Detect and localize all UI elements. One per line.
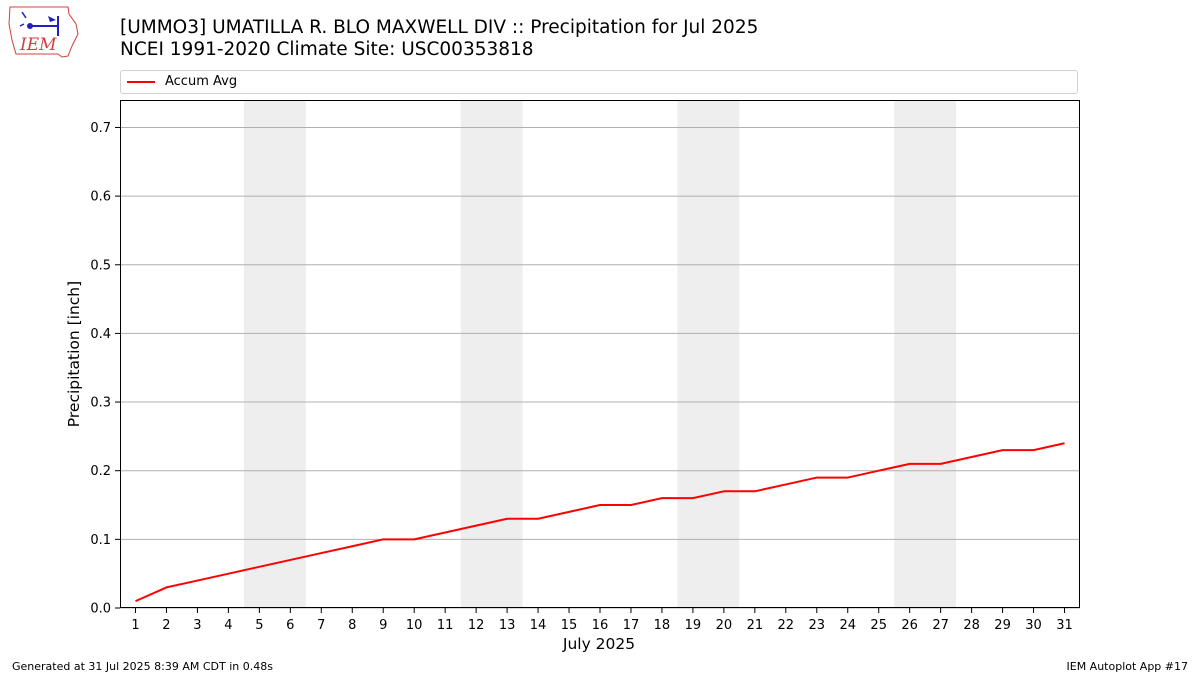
weekend-band-2 — [460, 100, 523, 608]
y-tick-label: 0.5 — [90, 258, 111, 273]
weekend-band-3 — [677, 100, 740, 608]
plot-frame — [120, 100, 1080, 608]
x-tick-label: 25 — [870, 618, 887, 633]
x-tick-label: 5 — [255, 618, 263, 633]
x-tick-label: 10 — [406, 618, 423, 633]
x-tick-label: 11 — [437, 618, 454, 633]
x-tick-label: 6 — [286, 618, 294, 633]
x-tick-label: 7 — [317, 618, 325, 633]
y-tick-label: 0.4 — [90, 327, 111, 342]
x-tick-label: 28 — [963, 618, 980, 633]
x-tick-label: 30 — [1025, 618, 1042, 633]
footer-generated: Generated at 31 Jul 2025 8:39 AM CDT in … — [12, 660, 273, 673]
x-tick-label: 22 — [778, 618, 795, 633]
x-tick-label: 8 — [348, 618, 356, 633]
iem-logo: IEM — [8, 6, 79, 58]
chart-title: [UMMO3] UMATILLA R. BLO MAXWELL DIV :: P… — [120, 17, 759, 38]
x-tick-label: 13 — [499, 618, 516, 633]
x-tick-label: 26 — [901, 618, 918, 633]
y-tick-label: 0.7 — [90, 121, 111, 136]
x-tick-label: 1 — [131, 618, 139, 633]
x-tick-label: 23 — [809, 618, 826, 633]
x-tick-label: 15 — [561, 618, 578, 633]
y-tick-label: 0.0 — [90, 602, 111, 617]
x-tick-label: 19 — [685, 618, 702, 633]
x-tick-label: 21 — [747, 618, 764, 633]
legend-swatch-accum-avg — [127, 81, 155, 83]
x-tick-label: 16 — [592, 618, 609, 633]
footer-app: IEM Autoplot App #17 — [1066, 660, 1189, 673]
x-tick-label: 4 — [224, 618, 232, 633]
legend: Accum Avg — [120, 70, 1078, 94]
x-tick-label: 29 — [994, 618, 1011, 633]
weekend-band-1 — [243, 100, 306, 608]
x-tick-label: 14 — [530, 618, 547, 633]
x-tick-label: 12 — [468, 618, 485, 633]
y-tick-label: 0.3 — [90, 396, 111, 411]
x-tick-label: 18 — [654, 618, 671, 633]
logo-text: IEM — [19, 35, 57, 55]
chart-subtitle: NCEI 1991-2020 Climate Site: USC00353818 — [120, 39, 534, 60]
x-tick-label: 17 — [623, 618, 640, 633]
x-tick-label: 24 — [839, 618, 856, 633]
x-tick-label: 20 — [716, 618, 733, 633]
y-axis-label: Precipitation [inch] — [65, 281, 83, 427]
y-tick-label: 0.1 — [90, 533, 111, 548]
x-tick-label: 27 — [932, 618, 949, 633]
y-tick-label: 0.2 — [90, 464, 111, 479]
x-tick-label: 31 — [1056, 618, 1073, 633]
y-tick-label: 0.6 — [90, 190, 111, 205]
x-tick-label: 2 — [162, 618, 170, 633]
x-tick-label: 3 — [193, 618, 201, 633]
x-axis-label: July 2025 — [562, 635, 635, 653]
series-line-accum-avg — [135, 442, 1065, 603]
legend-label-accum-avg: Accum Avg — [165, 74, 238, 89]
x-tick-label: 9 — [379, 618, 387, 633]
weekend-band-4 — [894, 100, 957, 608]
